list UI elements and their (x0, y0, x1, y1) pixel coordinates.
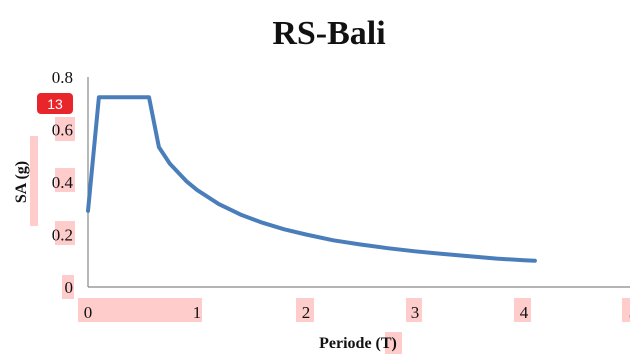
highlight-y-tick-0.6 (55, 117, 75, 141)
badge-background (37, 93, 73, 114)
highlight-x-tick-2 (296, 298, 314, 322)
series-line (86, 95, 537, 263)
x-axis-title: Periode (T) (319, 335, 397, 352)
badge: 13 (37, 93, 73, 114)
x-tick-label: 5 (629, 303, 630, 322)
highlight-x-tick-5 (622, 298, 630, 322)
highlight-x-tick-3 (406, 298, 422, 322)
highlight-x-ticks-0-1 (78, 298, 202, 322)
x-axis-ticks: 0 1 2 3 4 5 (84, 303, 630, 322)
highlight-y-title (30, 136, 38, 226)
x-tick-label: 2 (302, 303, 311, 322)
highlight-x-title-t (385, 332, 402, 354)
x-tick-label: 4 (520, 303, 529, 322)
x-tick-label: 0 (84, 303, 93, 322)
y-axis-ticks: 0 0.2 0.4 0.6 0.8 (52, 68, 74, 297)
highlight-x-tick-4 (514, 298, 531, 322)
highlight-y-tick-0 (62, 275, 74, 299)
highlight-y-tick-0.2 (55, 221, 75, 245)
y-tick-label: 0.6 (52, 121, 73, 140)
highlight-layer (30, 117, 630, 354)
y-tick-label: 0.4 (52, 173, 74, 192)
series-layer (86, 95, 537, 263)
highlight-y-tick-0.4 (55, 168, 75, 192)
y-axis-title: SA (g) (13, 161, 30, 203)
y-tick-label: 0.2 (52, 226, 73, 245)
y-tick-label: 0 (65, 278, 74, 297)
y-tick-label: 0.8 (52, 68, 73, 87)
x-tick-label: 1 (193, 303, 202, 322)
badge-label: 13 (47, 96, 63, 112)
x-tick-label: 3 (411, 303, 420, 322)
chart-title: RS-Bali (272, 15, 385, 52)
